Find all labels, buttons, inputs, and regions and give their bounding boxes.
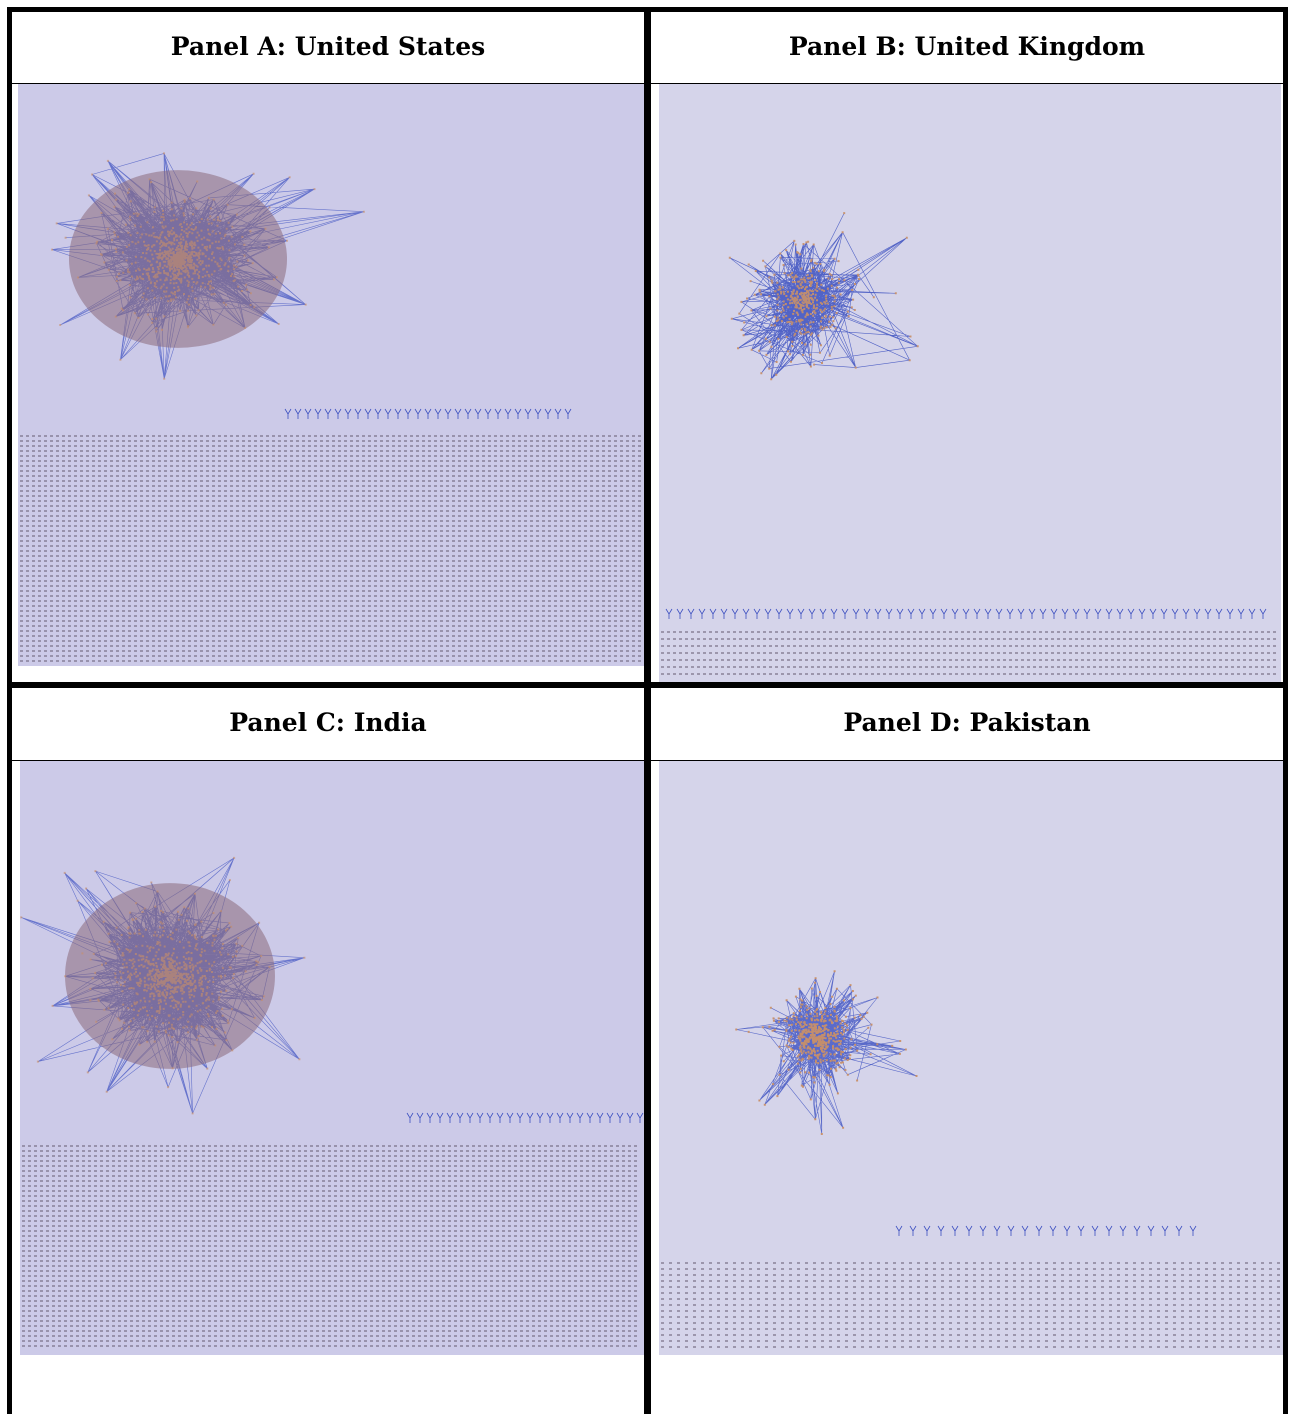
panel-b-title-rule (651, 83, 1283, 84)
panel-a-title: Panel A: United States (170, 32, 486, 61)
panel-b: Panel B: United Kingdom (651, 12, 1283, 682)
frame-middle-horizontal (7, 682, 1288, 688)
frame-middle-vertical (644, 7, 651, 1414)
panel-c-network-image (20, 761, 644, 1355)
panel-b-network-image (659, 84, 1281, 682)
frame-left (7, 7, 12, 1414)
panel-b-network-graph (659, 84, 1281, 682)
panel-c-title-rule (12, 760, 644, 761)
panel-b-title: Panel B: United Kingdom (788, 32, 1146, 61)
panel-c-network-graph (20, 761, 644, 1355)
panel-d-title: Panel D: Pakistan (843, 708, 1091, 737)
panel-d-network-graph (659, 761, 1283, 1355)
panel-c-title: Panel C: India (229, 708, 427, 737)
panel-a-network-graph (18, 84, 644, 666)
panel-a: Panel A: United States (12, 12, 644, 682)
frame-right (1283, 7, 1288, 1414)
figure-grid: Panel A: United States Panel B: United K… (7, 0, 1288, 1414)
panel-a-title-rule (12, 83, 644, 84)
panel-a-network-image (18, 84, 644, 666)
panel-d-network-image (659, 761, 1283, 1355)
panel-d: Panel D: Pakistan (651, 688, 1283, 1414)
panel-c: Panel C: India (12, 688, 644, 1414)
panel-d-title-rule (651, 760, 1283, 761)
